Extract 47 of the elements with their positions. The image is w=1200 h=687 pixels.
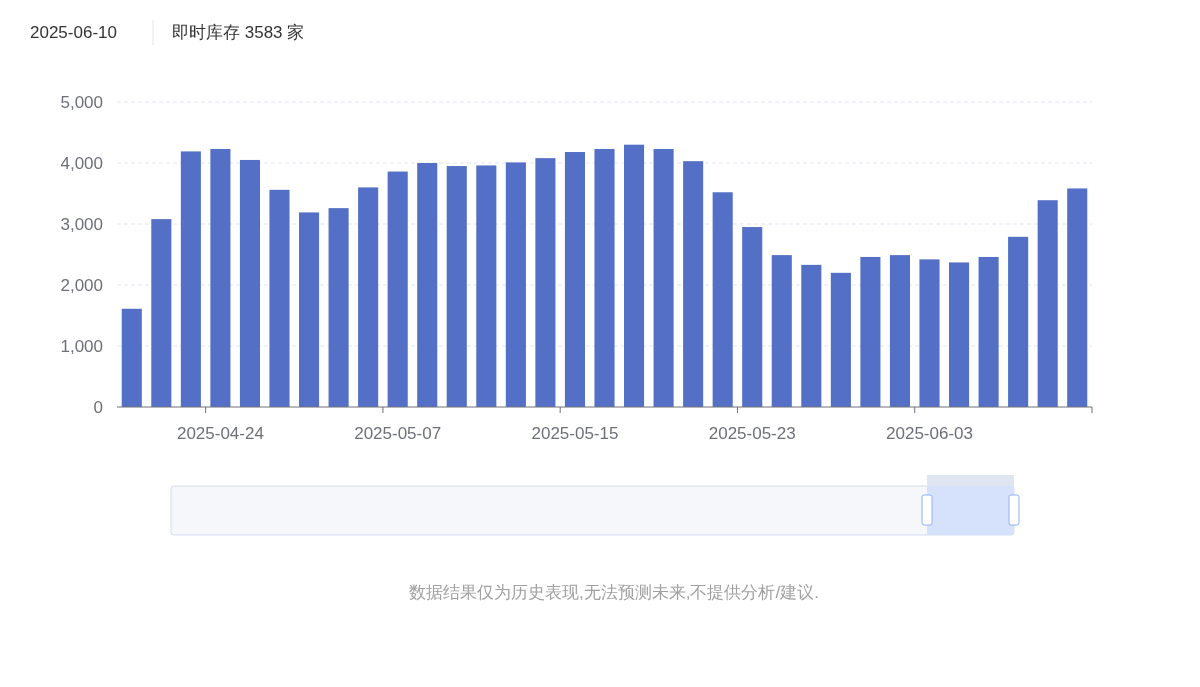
bar (712, 192, 733, 407)
bar (860, 256, 881, 407)
bar (358, 187, 379, 407)
bar (683, 161, 704, 407)
bar (564, 152, 585, 407)
x-tick-label: 2025-04-24 (176, 424, 264, 443)
y-tick-label: 2,000 (60, 276, 103, 295)
bar (919, 259, 940, 407)
bar (830, 272, 851, 407)
bar (801, 264, 822, 407)
text: 数据结果仅为历史表现,无法预测未来,不提供分析/建议. (409, 583, 819, 602)
bar (771, 255, 792, 407)
bar (446, 166, 467, 407)
bar (624, 144, 645, 407)
bar (1008, 236, 1029, 407)
y-tick-label: 3,000 (60, 215, 103, 234)
chart-title: 2025-06-10 (30, 23, 117, 42)
bar (299, 212, 320, 407)
bar (476, 165, 497, 407)
bar (535, 158, 556, 407)
bar (151, 219, 172, 407)
bar (269, 189, 290, 407)
bar (742, 227, 763, 407)
bar (978, 256, 999, 407)
bar (594, 148, 615, 407)
bar (387, 171, 408, 407)
x-tick-label: 2025-05-15 (531, 424, 619, 443)
chart-subtitle: 即时库存 3583 家 (172, 23, 305, 42)
y-tick-label: 5,000 (60, 93, 103, 112)
bar (949, 262, 970, 407)
bar (1037, 200, 1058, 407)
bar (328, 208, 349, 407)
bar (505, 162, 526, 407)
bar (1067, 188, 1088, 407)
y-tick-label: 4,000 (60, 154, 103, 173)
x-tick-label: 2025-05-23 (708, 424, 796, 443)
bar (210, 148, 231, 407)
bar (180, 151, 201, 407)
bar (121, 308, 142, 407)
y-tick-label: 1,000 (60, 337, 103, 356)
x-tick-label: 2025-05-07 (354, 424, 442, 443)
bar (889, 255, 910, 407)
y-tick-label: 0 (93, 398, 103, 417)
x-tick-label: 2025-06-03 (886, 424, 973, 443)
bar (653, 148, 674, 407)
bar (417, 163, 438, 407)
bar (239, 159, 260, 407)
